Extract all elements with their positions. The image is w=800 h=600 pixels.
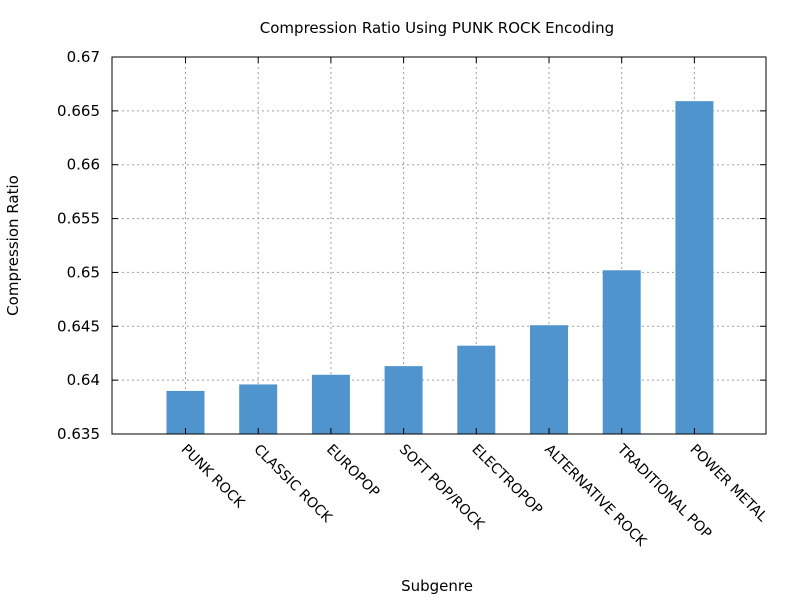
bar bbox=[675, 101, 714, 435]
bar bbox=[530, 325, 568, 434]
x-tick-label: CLASSIC ROCK bbox=[250, 442, 335, 527]
bar bbox=[457, 345, 496, 434]
y-tick-label: 0.66 bbox=[67, 156, 100, 174]
chart-title: Compression Ratio Using PUNK ROCK Encodi… bbox=[260, 19, 614, 37]
plot-frame bbox=[111, 56, 767, 435]
bar bbox=[311, 374, 350, 434]
x-axis-label: Subgenre bbox=[401, 577, 473, 595]
grid bbox=[112, 57, 766, 434]
x-tick-label: PUNK ROCK bbox=[178, 442, 248, 512]
x-tick-label: ELECTROPOP bbox=[468, 442, 545, 519]
y-tick-label: 0.645 bbox=[57, 317, 100, 335]
bar bbox=[166, 390, 205, 434]
y-tick-label: 0.65 bbox=[67, 263, 100, 281]
x-tick-label: EUROPOP bbox=[323, 442, 382, 501]
y-tick-label: 0.67 bbox=[67, 48, 100, 66]
y-tick-label: 0.635 bbox=[57, 425, 100, 443]
y-axis: 0.635 0.64 0.645 0.65 0.655 0.66 0.665 0.67 bbox=[57, 48, 766, 443]
y-tick-label: 0.655 bbox=[57, 210, 100, 228]
bar bbox=[384, 366, 423, 434]
y-axis-label: Compression Ratio bbox=[4, 175, 22, 316]
y-tick-label: 0.665 bbox=[57, 102, 100, 120]
x-tick-label: POWER METAL bbox=[687, 442, 771, 526]
bar bbox=[239, 384, 278, 434]
y-tick-label: 0.64 bbox=[67, 371, 100, 389]
bars bbox=[166, 101, 714, 435]
bar bbox=[602, 270, 641, 434]
